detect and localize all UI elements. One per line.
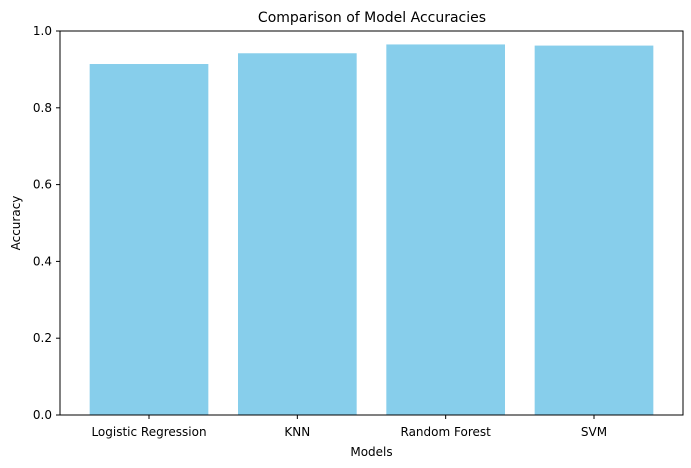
y-tick-label: 1.0: [33, 24, 52, 38]
bars-group: [89, 44, 654, 416]
y-tick-label: 0.4: [33, 254, 52, 268]
plot-frame: [59, 30, 684, 416]
x-tick-label: SVM: [581, 425, 607, 439]
y-tick-label: 0.6: [33, 178, 52, 192]
x-tick-label: Logistic Regression: [91, 425, 206, 439]
bar-logistic-regression: [89, 64, 209, 416]
plot-area: 0.0 0.2 0.4 0.6 0.8 1.0 Logistic Regression KN…: [33, 24, 684, 439]
bar-svm: [534, 45, 654, 416]
y-axis-ticks: 0.0 0.2 0.4 0.6 0.8 1.0: [33, 24, 60, 422]
y-tick-label: 0.8: [33, 101, 52, 115]
chart-title: Comparison of Model Accuracies: [258, 10, 486, 26]
y-tick-label: 0.2: [33, 331, 52, 345]
bar-knn: [238, 53, 357, 416]
x-tick-label: KNN: [284, 425, 310, 439]
x-axis-label: Models: [350, 445, 392, 459]
y-axis-label: Accuracy: [9, 196, 23, 251]
bar-random-forest: [386, 44, 505, 415]
x-axis-ticks: Logistic Regression KNN Random Forest SVM: [91, 415, 607, 439]
y-tick-label: 0.0: [33, 408, 52, 422]
x-tick-label: Random Forest: [401, 425, 492, 439]
